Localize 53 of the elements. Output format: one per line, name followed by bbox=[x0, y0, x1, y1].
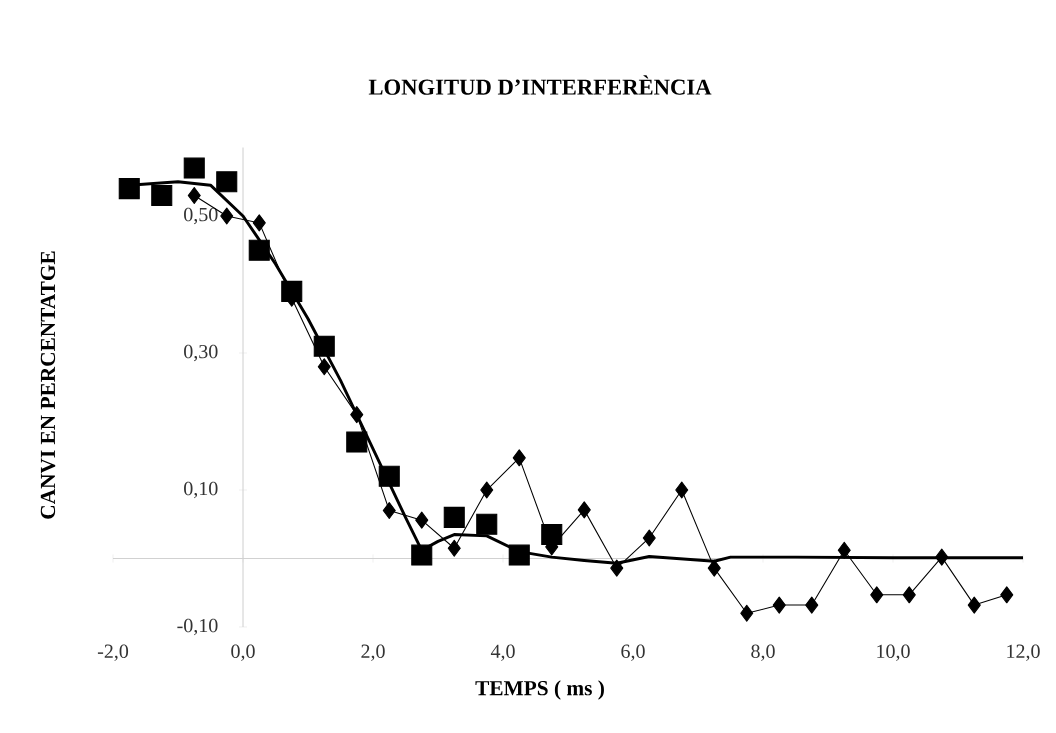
point bbox=[346, 431, 368, 453]
point bbox=[476, 513, 498, 535]
point bbox=[837, 541, 851, 559]
point bbox=[118, 178, 140, 200]
chart-title: LONGITUD D’INTERFERÈNCIA bbox=[368, 75, 712, 95]
point bbox=[870, 586, 884, 604]
x-tick-label: 8,0 bbox=[751, 644, 775, 661]
point bbox=[480, 481, 494, 499]
point bbox=[183, 157, 205, 179]
y-tick-label: 0,30 bbox=[184, 344, 218, 362]
point bbox=[447, 539, 461, 557]
point bbox=[313, 335, 335, 357]
point bbox=[902, 586, 916, 604]
point bbox=[577, 501, 591, 519]
x-tick-label: 12,0 bbox=[1007, 644, 1040, 661]
point bbox=[187, 186, 201, 204]
point bbox=[642, 529, 656, 547]
point bbox=[281, 280, 303, 302]
x-tick-label: 4,0 bbox=[490, 644, 515, 661]
y-tick-label: -0,10 bbox=[177, 618, 218, 636]
point bbox=[512, 449, 526, 467]
x-tick-label: 0,0 bbox=[231, 644, 255, 661]
point bbox=[508, 544, 530, 566]
point bbox=[541, 523, 563, 546]
point bbox=[805, 596, 819, 614]
point bbox=[151, 184, 173, 206]
point bbox=[220, 207, 234, 225]
point bbox=[1000, 586, 1014, 604]
x-tick-label: 10,0 bbox=[877, 644, 910, 661]
y-axis-title: CANVI EN PERCENTATGE bbox=[40, 251, 56, 519]
point bbox=[248, 239, 270, 261]
point bbox=[935, 548, 949, 566]
point bbox=[252, 214, 266, 232]
x-tick-label: -2,0 bbox=[97, 644, 129, 661]
point bbox=[350, 406, 364, 424]
x-tick-label: 2,0 bbox=[361, 644, 385, 661]
point bbox=[378, 465, 400, 487]
point bbox=[216, 171, 238, 193]
point bbox=[967, 596, 981, 614]
y-tick-label: 0,10 bbox=[184, 481, 218, 499]
point bbox=[443, 506, 465, 528]
point bbox=[707, 559, 721, 577]
point bbox=[610, 559, 624, 577]
point bbox=[740, 604, 754, 622]
y-tick-label: 0,50 bbox=[184, 207, 218, 225]
point bbox=[415, 511, 429, 529]
point bbox=[382, 502, 396, 520]
point bbox=[411, 544, 433, 566]
point bbox=[675, 481, 689, 499]
point bbox=[317, 358, 331, 376]
x-tick-label: 6,0 bbox=[621, 644, 645, 661]
point bbox=[772, 596, 786, 614]
x-axis-title: TEMPS ( ms ) bbox=[475, 680, 604, 700]
